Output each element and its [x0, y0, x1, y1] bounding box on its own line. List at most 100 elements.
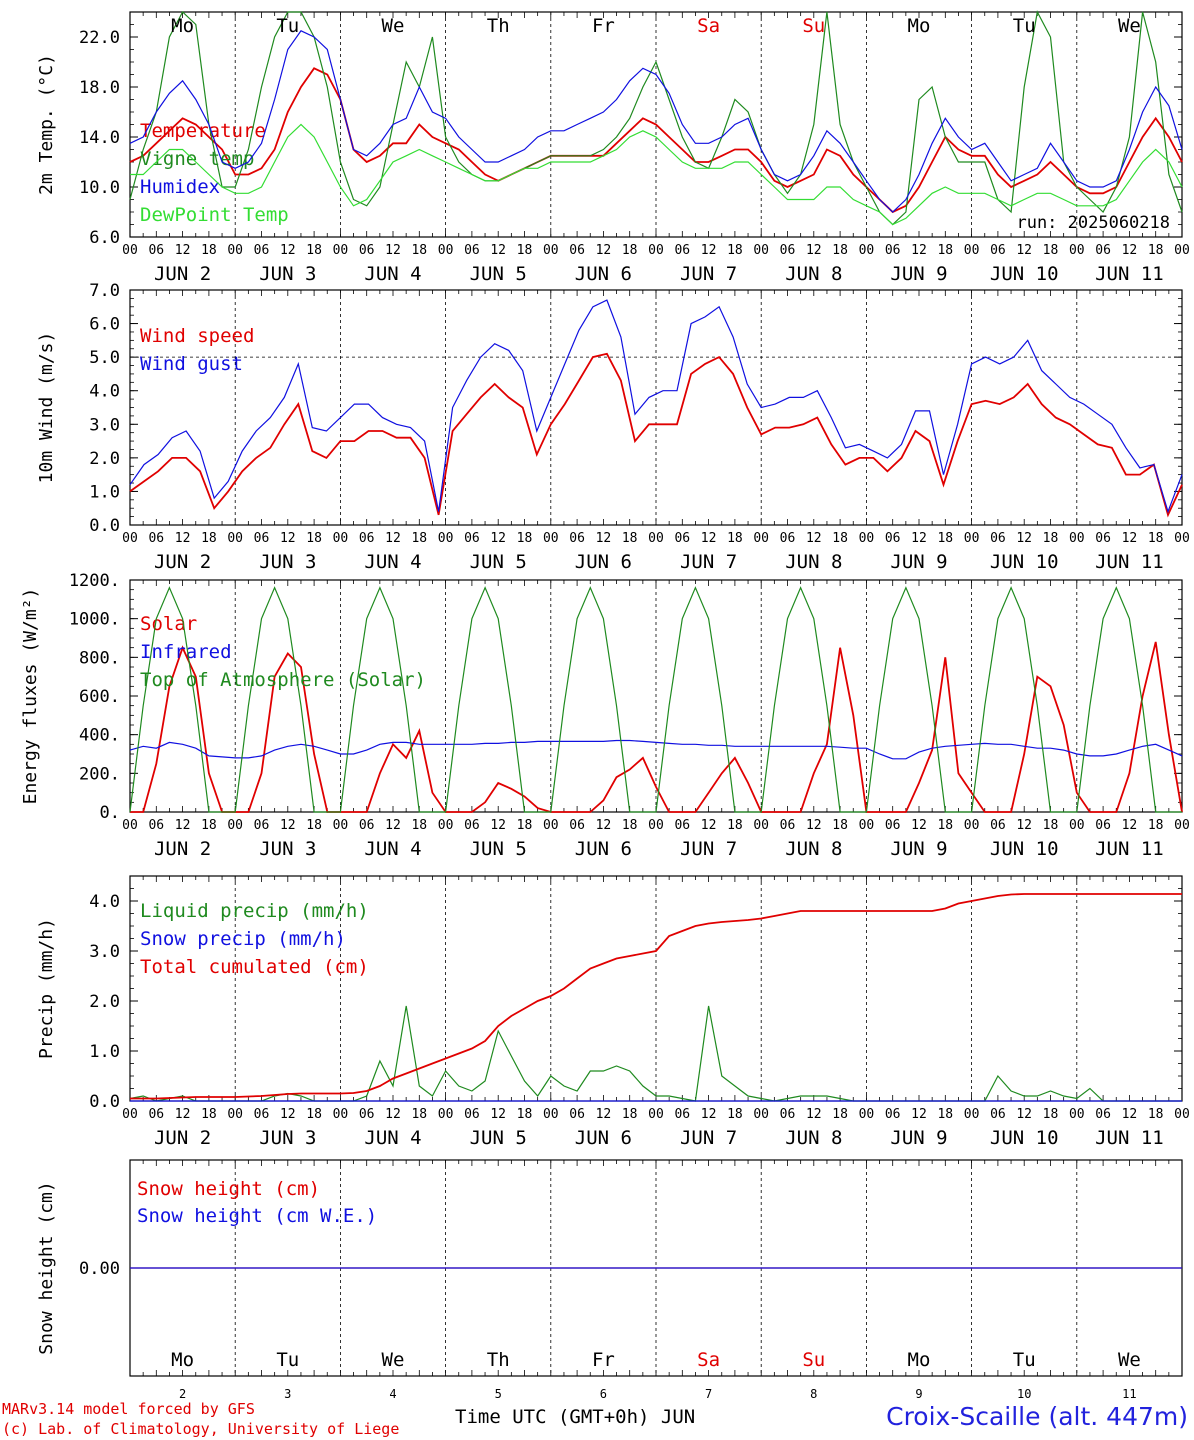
hour-tick-label: 12: [385, 243, 401, 258]
y-tick-label: 1.0: [89, 1042, 120, 1062]
date-label: JUN 3: [259, 838, 316, 860]
panel-4: 0.0 1.0 2.0 3.0 4.0 Precip (mm/h) Liquid preci…: [36, 875, 1190, 1149]
date-label: JUN 9: [890, 263, 947, 285]
y-tick-label: 400.: [79, 726, 120, 746]
weekday-label: Th: [487, 1349, 510, 1371]
hour-tick-label: 00: [1069, 243, 1085, 258]
hour-tick-label: 06: [885, 818, 901, 833]
hour-tick-label: 12: [701, 1107, 717, 1122]
day-number-label: 11: [1122, 1387, 1136, 1401]
hour-tick-label: 18: [306, 531, 322, 546]
hour-tick-label: 18: [411, 1107, 427, 1122]
date-label: JUN 7: [680, 263, 737, 285]
hour-tick-label: 06: [464, 1107, 480, 1122]
y-tick-label: 4.0: [89, 382, 120, 402]
hour-tick-label: 12: [175, 243, 191, 258]
hour-tick-label: 06: [990, 818, 1006, 833]
legend-entry: Top of Atmosphere (Solar): [140, 669, 426, 691]
series-line-vigne-temp: [129, 10, 1183, 226]
day-number-label: 3: [284, 1387, 291, 1401]
weekday-label: Mo: [908, 1349, 931, 1371]
legend-entry: Snow height (cm W.E.): [137, 1205, 377, 1227]
y-tick-label: 1200.: [69, 571, 120, 591]
y-tick-label: 18.0: [79, 78, 120, 98]
hour-tick-label: 12: [1016, 243, 1032, 258]
hour-tick-label: 12: [280, 1107, 296, 1122]
date-label: JUN 5: [470, 551, 527, 573]
y-axis-label: Snow height (cm): [36, 1181, 57, 1354]
series-line-temperature: [129, 67, 1183, 214]
hour-tick-label: 00: [753, 1107, 769, 1122]
hour-tick-label: 00: [122, 531, 138, 546]
weekday-label: Th: [487, 15, 510, 37]
hour-tick-label: 12: [806, 531, 822, 546]
hour-tick-label: 12: [596, 818, 612, 833]
hour-tick-label: 12: [806, 818, 822, 833]
hour-tick-label: 18: [306, 1107, 322, 1122]
hour-tick-label: 00: [122, 1107, 138, 1122]
weekday-label: Tu: [1013, 1349, 1036, 1371]
date-label: JUN 9: [890, 838, 947, 860]
hour-tick-label: 18: [937, 243, 953, 258]
series-line-humidex: [129, 30, 1183, 213]
hour-tick-label: 06: [148, 1107, 164, 1122]
hour-tick-label: 00: [438, 1107, 454, 1122]
weekday-label: Sa: [697, 15, 720, 37]
hour-tick-label: 18: [622, 1107, 638, 1122]
weekday-label: Mo: [171, 15, 194, 37]
hour-tick-label: 18: [1043, 1107, 1059, 1122]
hour-tick-label: 00: [1069, 531, 1085, 546]
date-label: JUN 4: [364, 551, 421, 573]
hour-tick-label: 18: [1148, 531, 1164, 546]
hour-tick-label: 12: [701, 243, 717, 258]
hour-tick-label: 18: [727, 531, 743, 546]
weekday-label: Tu: [276, 1349, 299, 1371]
day-number-label: 2: [179, 1387, 186, 1401]
hour-tick-label: 06: [148, 818, 164, 833]
y-tick-label: 0.: [100, 803, 120, 823]
footer-lab: (c) Lab. of Climatology, University of L…: [2, 1420, 400, 1438]
hour-tick-label: 12: [175, 1107, 191, 1122]
panel-2: 0.0 1.0 2.0 3.0 4.0 5.0 6.0 7.0 10m Wind (m/s) Wi…: [36, 281, 1190, 573]
y-tick-label: 3.0: [89, 415, 120, 435]
hour-tick-label: 00: [964, 531, 980, 546]
hour-tick-label: 00: [227, 243, 243, 258]
hour-tick-label: 00: [859, 243, 875, 258]
legend-entry: Total cumulated (cm): [140, 956, 369, 978]
legend-entry: Wind gust: [140, 353, 243, 375]
hour-tick-label: 00: [859, 1107, 875, 1122]
hour-tick-label: 12: [385, 818, 401, 833]
hour-tick-label: 18: [517, 818, 533, 833]
hour-tick-label: 12: [1122, 1107, 1138, 1122]
hour-tick-label: 00: [543, 531, 559, 546]
hour-tick-label: 06: [674, 243, 690, 258]
day-number-label: 8: [810, 1387, 817, 1401]
legend-entry: Infrared: [140, 641, 232, 663]
hour-tick-label: 00: [333, 818, 349, 833]
hour-tick-label: 00: [1174, 818, 1190, 833]
hour-tick-label: 18: [622, 531, 638, 546]
hour-tick-label: 18: [517, 1107, 533, 1122]
hour-tick-label: 06: [148, 531, 164, 546]
hour-tick-label: 12: [175, 818, 191, 833]
hour-tick-label: 06: [674, 818, 690, 833]
hour-tick-label: 18: [622, 818, 638, 833]
hour-tick-label: 12: [806, 1107, 822, 1122]
hour-tick-label: 00: [438, 818, 454, 833]
hour-tick-label: 00: [227, 531, 243, 546]
date-label: JUN 8: [785, 551, 842, 573]
hour-tick-label: 12: [1122, 531, 1138, 546]
hour-tick-label: 18: [1148, 243, 1164, 258]
weekday-label: Tu: [1013, 15, 1036, 37]
hour-tick-label: 00: [1174, 531, 1190, 546]
hour-tick-label: 12: [490, 1107, 506, 1122]
series-line-dewpoint-temp: [130, 123, 1183, 226]
hour-tick-label: 12: [911, 1107, 927, 1122]
hour-tick-label: 00: [1069, 1107, 1085, 1122]
legend-entry: Solar: [140, 613, 197, 635]
hour-tick-label: 18: [1148, 818, 1164, 833]
hour-tick-label: 18: [937, 531, 953, 546]
hour-tick-label: 12: [596, 243, 612, 258]
hour-tick-label: 06: [359, 531, 375, 546]
hour-tick-label: 18: [937, 818, 953, 833]
